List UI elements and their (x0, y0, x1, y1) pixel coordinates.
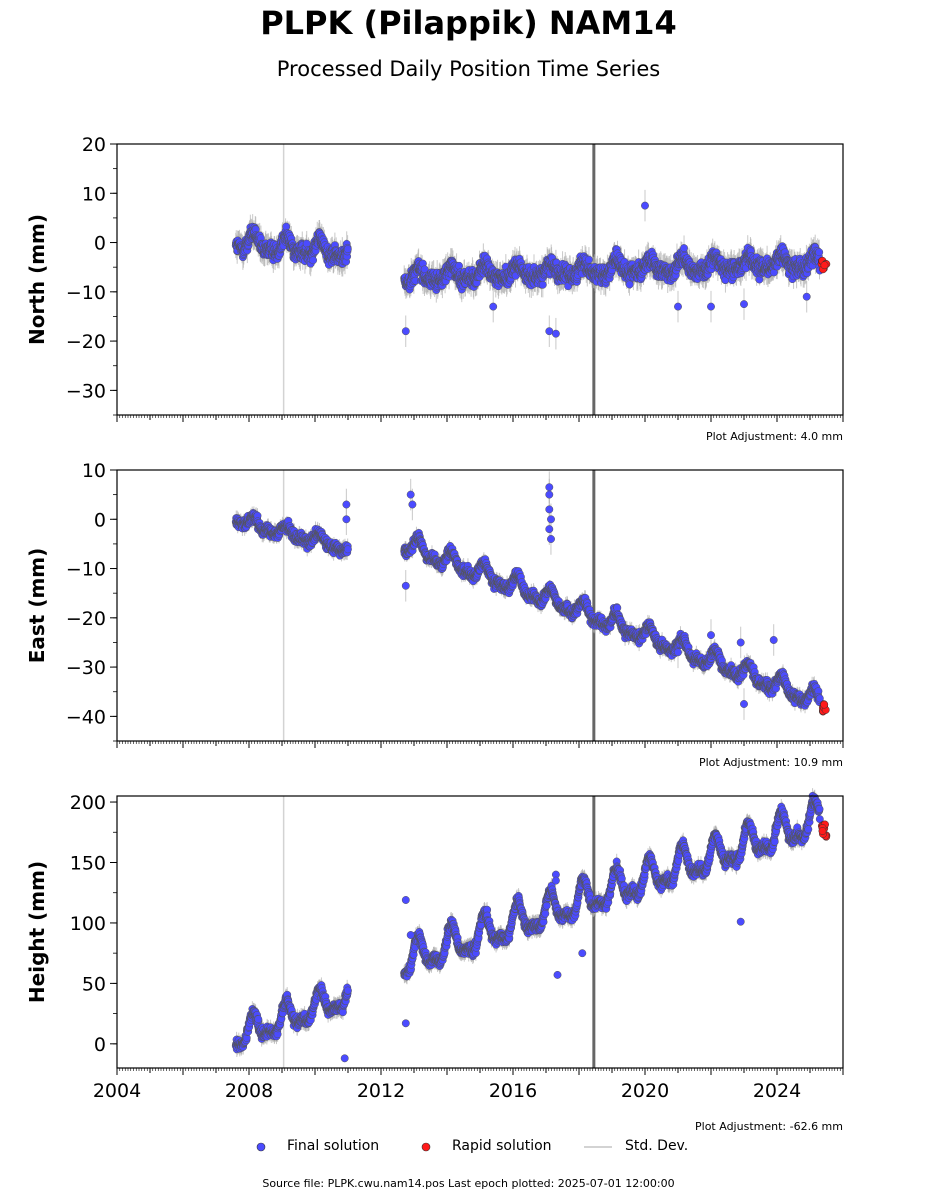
chart-title: PLPK (Pilappik) NAM14 (0, 4, 937, 42)
final-point (309, 256, 318, 265)
rapid-point (820, 261, 829, 270)
final-point (545, 327, 554, 336)
ytick-label: 20 (82, 134, 106, 156)
final-point (551, 329, 560, 338)
ylabel: North (mm) (25, 214, 49, 345)
plot-adjustment: Plot Adjustment: 4.0 mm (706, 430, 843, 443)
final-point (455, 261, 463, 270)
ytick-label: 0 (94, 233, 106, 255)
chart-subtitle: Processed Daily Position Time Series (0, 57, 937, 81)
final-point (815, 248, 824, 257)
final-point (343, 245, 352, 254)
final-point (625, 280, 634, 289)
final-point (538, 280, 547, 289)
final-point (489, 302, 498, 311)
panel-0: −30 −20 −10 0 10 20 North (mm) Plot Adjustment:… (25, 134, 844, 443)
final-point (802, 292, 811, 301)
final-points-0 (231, 201, 824, 338)
ytick-label: 10 (82, 183, 106, 205)
rapid-points-0 (817, 256, 831, 274)
ytick-label: −10 (66, 282, 106, 304)
final-point (740, 300, 748, 309)
final-point (680, 244, 688, 253)
ytick-label: −30 (66, 380, 106, 402)
final-point (707, 302, 715, 311)
final-point (282, 222, 291, 231)
final-point (641, 201, 649, 210)
final-point (401, 327, 410, 336)
ytick-label: −20 (66, 331, 106, 353)
final-point (674, 302, 682, 311)
final-point (584, 255, 593, 264)
